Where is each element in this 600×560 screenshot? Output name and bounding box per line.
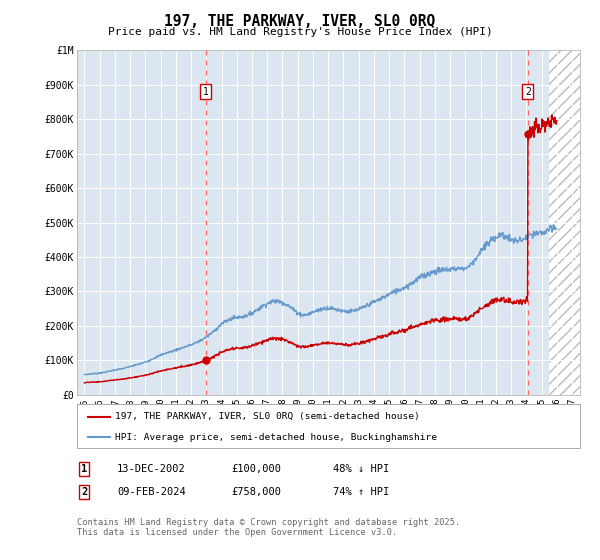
- Text: Contains HM Land Registry data © Crown copyright and database right 2025.
This d: Contains HM Land Registry data © Crown c…: [77, 518, 460, 538]
- Text: 74% ↑ HPI: 74% ↑ HPI: [333, 487, 389, 497]
- Text: £100,000: £100,000: [231, 464, 281, 474]
- Text: 197, THE PARKWAY, IVER, SL0 0RQ: 197, THE PARKWAY, IVER, SL0 0RQ: [164, 14, 436, 29]
- Text: 2: 2: [525, 87, 531, 97]
- Text: HPI: Average price, semi-detached house, Buckinghamshire: HPI: Average price, semi-detached house,…: [115, 432, 437, 442]
- Text: 13-DEC-2002: 13-DEC-2002: [117, 464, 186, 474]
- Text: 48% ↓ HPI: 48% ↓ HPI: [333, 464, 389, 474]
- Text: 197, THE PARKWAY, IVER, SL0 0RQ (semi-detached house): 197, THE PARKWAY, IVER, SL0 0RQ (semi-de…: [115, 412, 419, 421]
- Bar: [549, 50, 580, 395]
- Text: Price paid vs. HM Land Registry's House Price Index (HPI): Price paid vs. HM Land Registry's House …: [107, 27, 493, 37]
- Text: 1: 1: [203, 87, 208, 97]
- Text: 2: 2: [81, 487, 87, 497]
- Text: 1: 1: [81, 464, 87, 474]
- Text: £758,000: £758,000: [231, 487, 281, 497]
- Text: 09-FEB-2024: 09-FEB-2024: [117, 487, 186, 497]
